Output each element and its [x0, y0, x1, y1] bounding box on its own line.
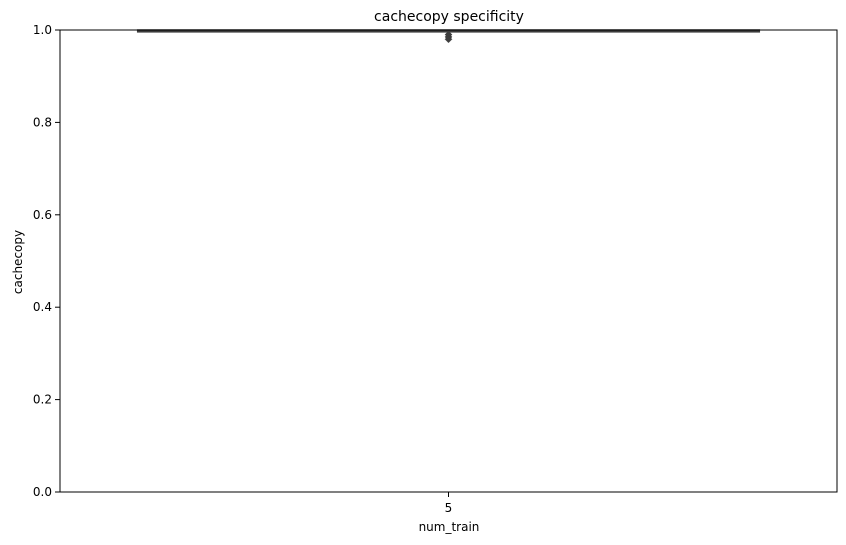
y-tick-label: 0.0	[33, 485, 52, 499]
y-axis-label: cachecopy	[11, 230, 25, 294]
y-tick-label: 0.8	[33, 115, 52, 129]
plot-area	[136, 29, 761, 44]
y-axis-ticks: 0.0 0.2 0.4 0.6 0.8 1.0	[33, 23, 60, 499]
y-tick-label: 0.2	[33, 393, 52, 407]
x-axis-label: num_train	[419, 520, 480, 534]
chart-title: cachecopy specificity	[374, 9, 524, 25]
x-tick-label: 5	[445, 501, 453, 515]
x-axis-ticks: 5	[445, 492, 453, 515]
outlier-point	[444, 35, 453, 44]
plot-frame	[59, 29, 838, 493]
box-5	[136, 29, 761, 44]
y-tick-label: 1.0	[33, 23, 52, 37]
y-tick-label: 0.4	[33, 300, 52, 314]
y-tick-label: 0.6	[33, 208, 52, 222]
